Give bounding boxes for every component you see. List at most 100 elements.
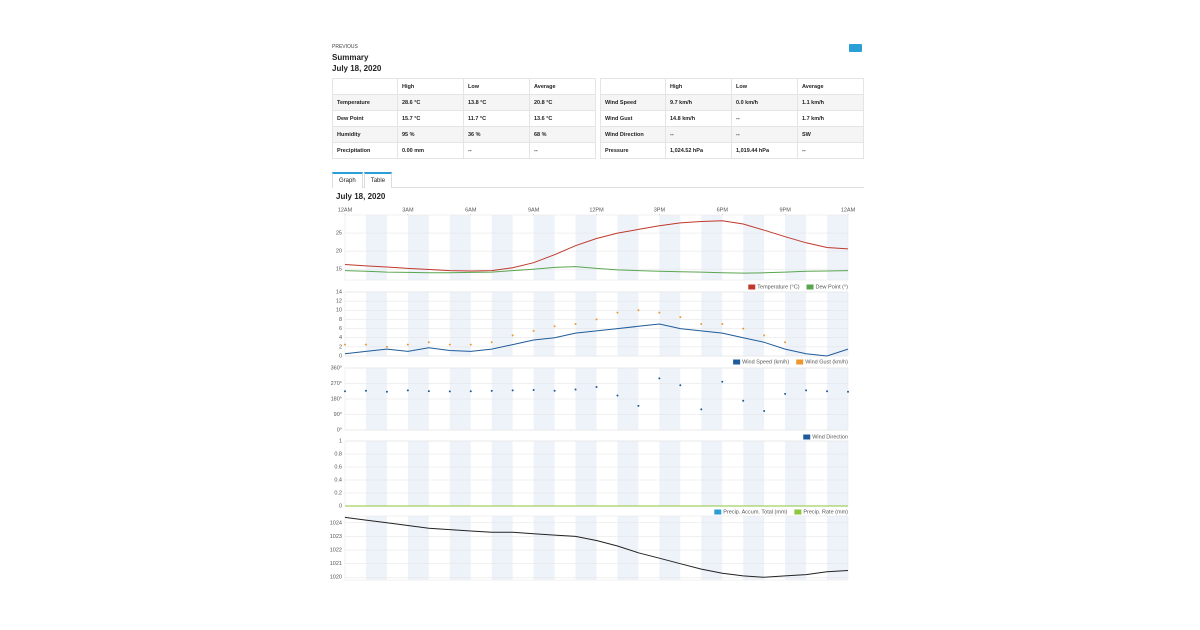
y-tick-label: 20	[336, 249, 342, 255]
band	[575, 516, 597, 580]
point	[448, 390, 451, 393]
legend-swatch	[733, 359, 741, 365]
point	[784, 392, 787, 395]
point	[532, 329, 535, 332]
legend-swatch	[714, 509, 722, 515]
summary-date: July 18, 2020	[332, 64, 382, 73]
band	[365, 292, 387, 356]
point	[658, 377, 661, 380]
legend-swatch	[803, 434, 811, 440]
point	[385, 390, 388, 393]
cell: --	[731, 126, 798, 143]
legend-label: Wind Direction	[812, 434, 848, 440]
point	[784, 341, 787, 344]
band	[827, 516, 848, 580]
x-tick-label: 3PM	[654, 207, 666, 213]
x-tick-label: 9PM	[779, 207, 791, 213]
point	[700, 323, 703, 325]
y-tick-label: 4	[339, 335, 342, 341]
band	[449, 215, 471, 280]
series-line	[344, 323, 849, 357]
cell: --	[797, 142, 864, 159]
point	[469, 390, 472, 393]
point	[658, 311, 661, 314]
band	[533, 292, 555, 356]
row: Temperature 28.6 °C 13.8 °C 20.8 °C	[332, 94, 596, 111]
y-tick-label: 0.6	[334, 464, 342, 470]
cell: --	[529, 142, 596, 159]
point	[679, 384, 682, 387]
point	[742, 399, 745, 402]
cell: 9.7 km/h	[665, 94, 732, 111]
point	[805, 389, 808, 392]
point	[490, 389, 493, 392]
point	[406, 343, 409, 346]
band	[449, 516, 471, 580]
band	[407, 215, 429, 280]
y-tick-label: 12	[336, 299, 342, 305]
cell: 13.8 °C	[463, 94, 530, 111]
tab[interactable]: Table	[363, 172, 393, 188]
band	[617, 516, 639, 580]
band	[701, 441, 723, 506]
point	[448, 343, 451, 346]
y-tick-label: 2	[339, 344, 342, 350]
tab[interactable]: Graph	[332, 172, 363, 188]
point	[427, 341, 430, 344]
point	[553, 389, 556, 392]
band	[575, 292, 597, 356]
header-row: High Low Average	[600, 78, 864, 95]
cell: 95 %	[397, 126, 464, 143]
legend-swatch	[748, 284, 756, 290]
band	[365, 441, 387, 506]
x-tick-label: 12AM	[338, 207, 353, 213]
band	[659, 441, 681, 506]
point	[700, 408, 703, 411]
point	[595, 385, 598, 388]
band	[575, 441, 597, 506]
band	[785, 441, 807, 506]
band	[701, 516, 723, 580]
point	[595, 318, 598, 321]
band	[827, 215, 848, 280]
band	[743, 441, 765, 506]
point	[721, 380, 724, 383]
point	[637, 309, 640, 312]
band	[617, 292, 639, 356]
y-tick-label: 14	[336, 289, 342, 295]
y-tick-label: 90°	[334, 412, 342, 418]
x-tick-label: 6AM	[465, 207, 477, 213]
y-tick-label: 0.8	[334, 451, 342, 457]
legend-label: Precip. Rate (mm)	[803, 509, 848, 515]
edit-button[interactable]	[849, 44, 862, 52]
y-tick-label: 6	[339, 326, 342, 332]
point	[763, 334, 766, 337]
row: Wind Speed 9.7 km/h 0.0 km/h 1.1 km/h	[600, 94, 864, 111]
y-tick-label: 1022	[330, 547, 342, 553]
point	[344, 390, 346, 393]
series-line	[344, 516, 849, 578]
point	[511, 389, 514, 392]
band	[659, 215, 681, 280]
band	[743, 292, 765, 356]
point	[763, 410, 766, 413]
cell: 68 %	[529, 126, 596, 143]
y-tick-label: 1	[339, 438, 342, 444]
band	[785, 215, 807, 280]
y-tick-label: 1020	[330, 575, 342, 581]
band	[491, 441, 513, 506]
x-tick-label: 6PM	[717, 207, 729, 213]
legend-label: Dew Point (°)	[816, 284, 849, 290]
x-tick-label: 12PM	[589, 207, 604, 213]
legend-label: Precip. Accum. Total (mm)	[723, 509, 787, 515]
x-tick-label: 9AM	[528, 207, 540, 213]
series-line	[344, 220, 849, 272]
band	[617, 215, 639, 280]
band	[491, 292, 513, 356]
band	[491, 516, 513, 580]
previous-link[interactable]: Previous	[332, 44, 358, 50]
cell: SW	[797, 126, 864, 143]
band	[617, 441, 639, 506]
point	[427, 390, 430, 393]
